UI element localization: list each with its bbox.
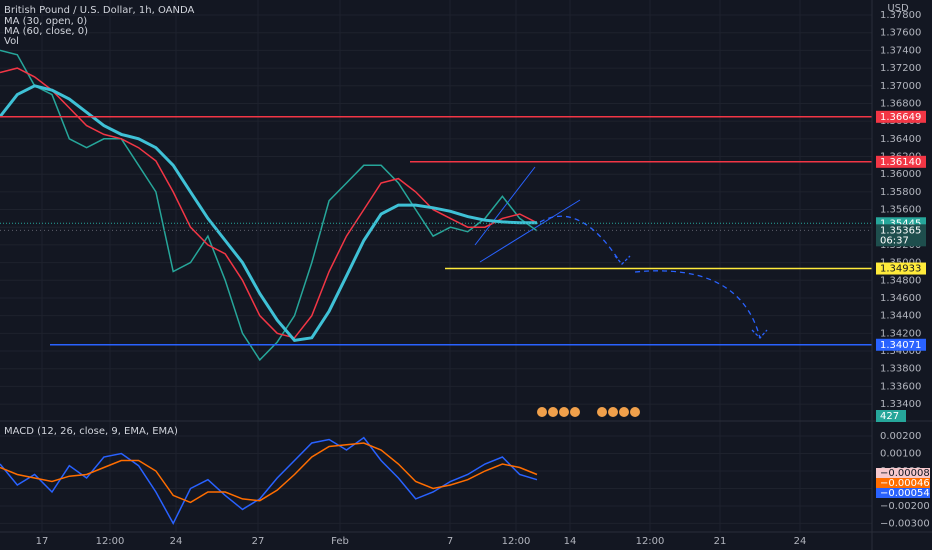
- level-label: 1.34933: [880, 264, 921, 275]
- x-tick-label: Feb: [331, 536, 349, 547]
- y-tick-label: 1.37000: [880, 81, 921, 92]
- x-tick-label: 17: [36, 536, 49, 547]
- y-tick-label: 1.35600: [880, 205, 921, 216]
- macd-value-label: −0.00008: [880, 468, 930, 479]
- y-tick-label: 1.37600: [880, 28, 921, 39]
- level-badge: [876, 155, 926, 168]
- x-tick-label: 12:00: [636, 536, 665, 547]
- legend-entry: MA (60, close, 0): [4, 26, 88, 37]
- y-tick-label: 1.34600: [880, 293, 921, 304]
- event-icon: [537, 407, 547, 417]
- series-line: [0, 436, 538, 526]
- y-tick-label: 1.36400: [880, 134, 921, 145]
- x-tick-label: 12:00: [96, 536, 125, 547]
- countdown-label: 06:37: [880, 235, 909, 246]
- series-line: [0, 49, 538, 362]
- symbol-title: British Pound / U.S. Dollar, 1h, OANDA: [4, 5, 194, 16]
- event-icon: [597, 407, 607, 417]
- y-tick-label: 1.35800: [880, 187, 921, 198]
- y-tick-label: 1.37400: [880, 45, 921, 56]
- bar-price-badge: [876, 224, 926, 247]
- legend-entry: MA (30, open, 0): [4, 16, 87, 27]
- series-line: [0, 67, 538, 339]
- event-icon: [548, 407, 558, 417]
- macd-value-label: −0.00046: [880, 478, 930, 489]
- y-tick-label: 1.33400: [880, 399, 921, 410]
- event-icons: [537, 407, 640, 417]
- series-line: [0, 84, 537, 343]
- event-icon: [570, 407, 580, 417]
- volume-badge: [876, 410, 906, 422]
- last-price-label: 1.35445: [880, 218, 921, 229]
- y-tick-label: 0.00200: [880, 431, 921, 442]
- channel-line: [479, 199, 581, 263]
- event-icon: [559, 407, 569, 417]
- x-tick-label: 24: [170, 536, 183, 547]
- y-tick-label: −0.00300: [880, 518, 930, 529]
- currency-label: USD: [887, 3, 909, 14]
- indicator-label: Vol: [4, 36, 19, 47]
- x-tick-label: 12:00: [502, 536, 531, 547]
- projection-arrow: [634, 270, 761, 339]
- drawings: [474, 166, 768, 339]
- channel-line: [474, 166, 536, 246]
- x-tick-label: 21: [714, 536, 727, 547]
- y-tick-label: 0.00100: [880, 448, 921, 459]
- level-badge: [876, 110, 926, 123]
- y-tick-label: 1.36000: [880, 169, 921, 180]
- level-badge: [876, 262, 926, 275]
- plots: [0, 49, 872, 526]
- y-tick-label: 1.34800: [880, 275, 921, 286]
- arrow-head: [614, 255, 631, 265]
- x-tick-label: 7: [447, 536, 453, 547]
- x-tick-label: 27: [252, 536, 265, 547]
- level-badge: [876, 338, 926, 351]
- y-tick-label: 1.37800: [880, 10, 921, 21]
- event-icon: [630, 407, 640, 417]
- axis-labels: 1.37800 1.37600 1.37400 1.37200 1.37000 1.368…: [36, 10, 930, 547]
- macd-value-label: −0.00054: [880, 488, 930, 499]
- level-label: 1.36649: [880, 112, 921, 123]
- level-label: 1.36140: [880, 157, 921, 168]
- macd-value-badge: [876, 488, 930, 498]
- event-icon: [608, 407, 618, 417]
- y-tick-label: 1.36800: [880, 98, 921, 109]
- y-tick-label: 1.34000: [880, 346, 921, 357]
- event-icon: [619, 407, 629, 417]
- series-line: [0, 442, 538, 504]
- y-tick-label: −0.00200: [880, 501, 930, 512]
- macd-value-badge: [876, 468, 930, 478]
- arrow-head: [751, 329, 768, 339]
- volume-value: 427: [880, 411, 899, 422]
- y-tick-label: 1.37200: [880, 63, 921, 74]
- macd-value-badge: [876, 478, 930, 488]
- x-tick-label: 24: [794, 536, 807, 547]
- y-tick-label: 1.33800: [880, 364, 921, 375]
- macd-title: MACD (12, 26, close, 9, EMA, EMA): [4, 426, 178, 437]
- y-tick-label: 1.34200: [880, 328, 921, 339]
- y-tick-label: 1.33600: [880, 381, 921, 392]
- grid: [0, 0, 872, 532]
- projection-arrow: [539, 215, 621, 263]
- bar-price-label: 1.35365: [880, 225, 921, 236]
- level-label: 1.34071: [880, 340, 921, 351]
- x-tick-label: 14: [564, 536, 577, 547]
- y-tick-label: 1.34400: [880, 311, 921, 322]
